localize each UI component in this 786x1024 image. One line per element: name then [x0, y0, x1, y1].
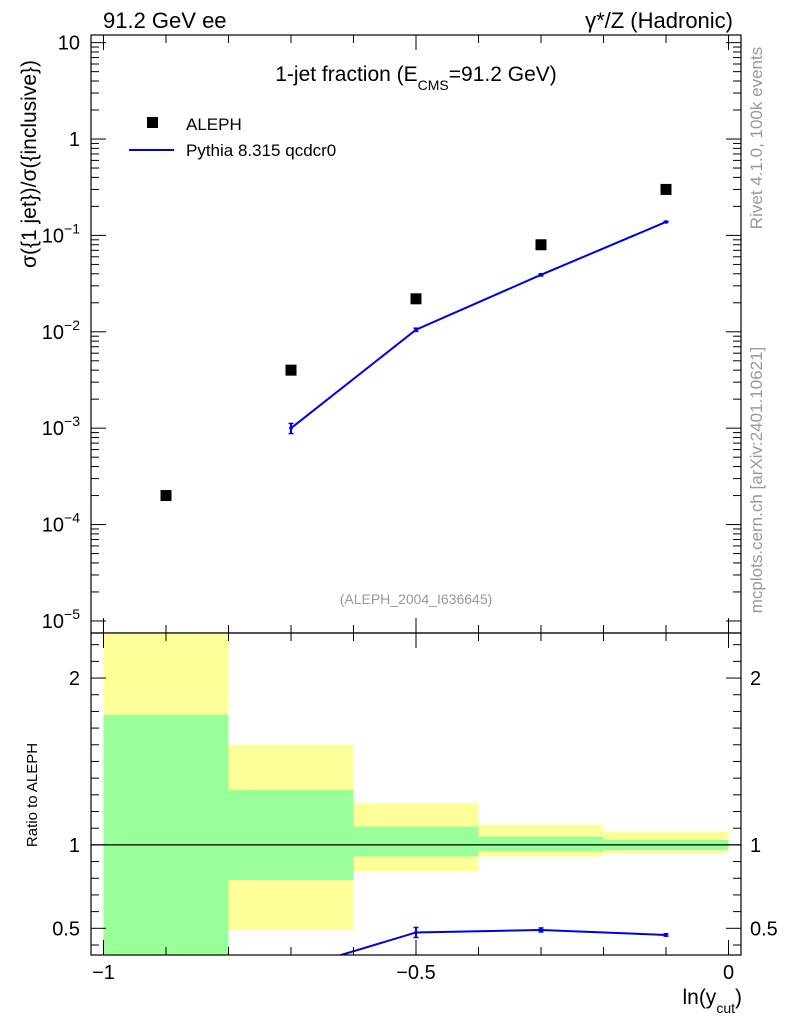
x-axis-label-sub: cut — [716, 1000, 735, 1016]
pythia-ratio-point — [289, 968, 293, 972]
uncertainty-band-inner — [103, 714, 229, 955]
main-title-main: 1-jet fraction (E — [275, 63, 417, 86]
ratio-y-tick-label-right: 1 — [750, 835, 761, 857]
pythia-line — [290, 221, 667, 429]
y-tick-label: 10−2 — [42, 317, 80, 344]
ratio-axes: 2 2 1 1 0.5 0.5 −1 −0.5 0 — [52, 633, 778, 984]
x-tick-label: 0 — [723, 962, 734, 984]
pythia-ratio-point — [664, 933, 668, 937]
ratio-y-tick-label-left: 2 — [69, 668, 80, 690]
aleph-point — [285, 364, 297, 376]
ratio-y-tick-label-left: 1 — [69, 835, 80, 857]
main-title-tail: =91.2 GeV) — [449, 63, 557, 86]
y-tick-label: 1 — [69, 129, 80, 151]
header-right: γ*/Z (Hadronic) — [585, 8, 733, 33]
uncertainty-band-inner — [228, 789, 354, 880]
x-axis-label-tail: ) — [735, 986, 742, 1009]
aleph-point — [160, 490, 172, 502]
x-axis-label: ln(ycut) — [682, 986, 742, 1016]
ratio-y-tick-label-right: 2 — [750, 668, 761, 690]
ratio-y-tick-label-left: 0.5 — [52, 918, 80, 940]
legend-pythia-label: Pythia 8.315 qcdcr0 — [186, 141, 336, 160]
y-tick-label: 10 — [58, 33, 80, 55]
uncertainty-band-inner — [353, 826, 479, 857]
analysis-watermark: (ALEPH_2004_I636645) — [340, 591, 493, 607]
rivet-label: Rivet 4.1.0, 100k events — [747, 47, 766, 229]
legend-aleph-label: ALEPH — [186, 115, 242, 134]
ratio-ylabel: Ratio to ALEPH — [24, 743, 41, 847]
x-tick-label: −1 — [92, 962, 115, 984]
x-axis-label-main: ln(y — [682, 986, 716, 1009]
aleph-point — [660, 183, 672, 195]
pythia-ratio-point — [539, 928, 543, 932]
main-axes: 10 1 10−1 10−2 10−3 10−4 10−5 — [42, 33, 741, 633]
pythia-point — [664, 220, 668, 224]
aleph-point — [410, 293, 422, 305]
ratio-plot-content — [91, 633, 741, 972]
pythia-point — [414, 327, 418, 332]
uncertainty-band-inner — [478, 836, 604, 852]
main-plot-content — [160, 183, 672, 502]
main-ylabel: σ({1 jet})/σ({inclusive}) — [18, 60, 41, 268]
ratio-y-tick-label-right: 0.5 — [750, 918, 778, 940]
ratio-panel: 2 2 1 1 0.5 0.5 −1 −0.5 0 Ratio to ALEPH ln(ycut… — [24, 632, 778, 1016]
y-tick-label: 10−3 — [42, 413, 80, 440]
pythia-ratio-point — [414, 930, 418, 935]
main-title-sub: CMS — [418, 77, 449, 93]
legend: ALEPH Pythia 8.315 qcdcr0 — [129, 115, 336, 160]
x-tick-label: −0.5 — [396, 962, 435, 984]
y-tick-label: 10−5 — [42, 606, 80, 633]
pythia-point — [539, 273, 543, 277]
y-tick-label: 10−4 — [42, 510, 80, 537]
pythia-point — [289, 426, 293, 430]
header-left: 91.2 GeV ee — [103, 8, 227, 33]
legend-aleph-marker — [147, 117, 158, 128]
y-tick-label: 10−1 — [42, 220, 80, 247]
main-title: 1-jet fraction (ECMS=91.2 GeV) — [275, 63, 557, 93]
main-panel: 10 1 10−1 10−2 10−3 10−4 10−5 1-jet fraction (… — [18, 33, 742, 634]
aleph-point — [535, 239, 547, 251]
mcplots-label: mcplots.cern.ch [arXiv:2401.10621] — [747, 347, 766, 613]
